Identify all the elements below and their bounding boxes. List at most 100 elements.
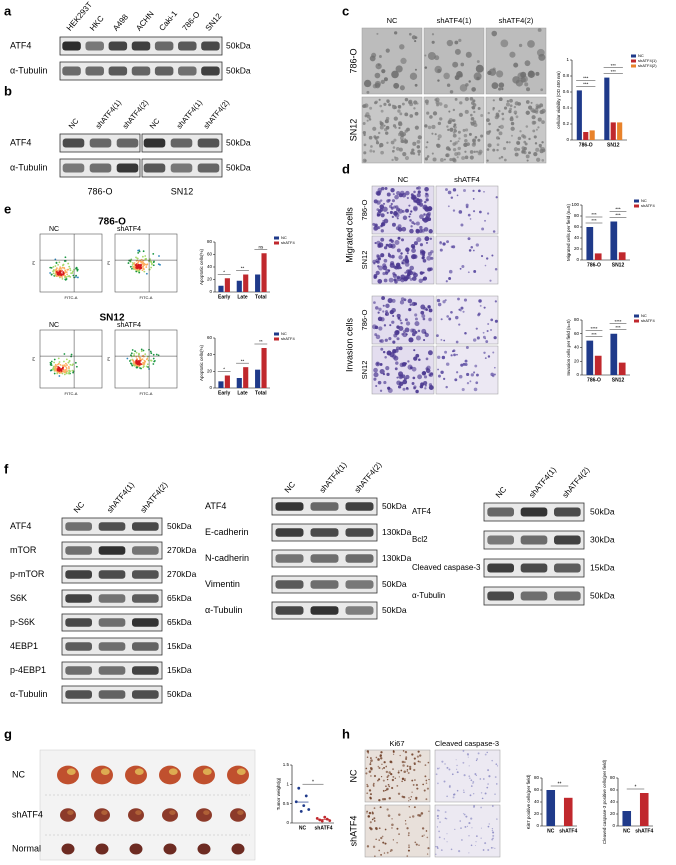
group-title: SN12 xyxy=(99,313,124,324)
texture xyxy=(370,759,373,762)
size-label: 65kDa xyxy=(167,617,192,627)
protein-label: p-S6K xyxy=(10,617,35,627)
x-tick-label: SN12 xyxy=(612,262,625,268)
texture xyxy=(399,266,402,270)
texture xyxy=(385,125,390,130)
texture xyxy=(142,267,145,270)
texture xyxy=(143,361,146,364)
panel-letter: d xyxy=(342,161,350,176)
texture xyxy=(463,813,466,816)
texture xyxy=(398,147,403,152)
texture xyxy=(49,361,52,364)
tumor xyxy=(60,808,76,822)
band xyxy=(65,642,92,651)
texture xyxy=(398,776,401,778)
texture xyxy=(449,140,452,143)
texture xyxy=(420,304,426,310)
texture xyxy=(488,775,491,778)
point xyxy=(320,819,324,823)
texture xyxy=(445,280,448,283)
texture xyxy=(145,272,148,275)
texture xyxy=(455,759,457,761)
texture xyxy=(423,789,426,792)
texture xyxy=(410,225,413,228)
y-tick-label: 80 xyxy=(534,775,540,780)
texture xyxy=(446,833,448,835)
texture xyxy=(468,249,472,252)
column-label: shATF4 xyxy=(117,226,141,233)
column-label: NC xyxy=(49,226,59,233)
texture xyxy=(532,120,537,125)
texture xyxy=(440,849,443,851)
texture xyxy=(460,223,464,227)
texture xyxy=(491,82,499,90)
texture xyxy=(425,241,429,244)
texture xyxy=(375,63,382,70)
texture xyxy=(432,157,437,162)
texture xyxy=(362,104,366,108)
texture xyxy=(68,275,70,277)
band xyxy=(310,606,339,615)
y-tick-label: 80 xyxy=(574,213,580,218)
texture xyxy=(406,768,409,771)
texture xyxy=(424,193,429,198)
texture xyxy=(377,758,380,761)
bar xyxy=(261,348,267,388)
y-axis-label: Tumor weight(g) xyxy=(276,777,281,810)
texture xyxy=(464,363,468,366)
texture xyxy=(367,815,371,818)
flow-plot xyxy=(39,329,103,389)
legend-swatch xyxy=(634,199,639,203)
texture xyxy=(486,159,489,162)
protein-label: E-cadherin xyxy=(205,527,249,537)
lane-label: shATF4(2) xyxy=(121,98,151,131)
texture xyxy=(152,261,155,264)
texture xyxy=(443,780,446,783)
texture xyxy=(425,198,429,202)
texture xyxy=(144,353,147,356)
texture xyxy=(424,764,427,767)
protein-label: ATF4 xyxy=(10,521,31,531)
texture xyxy=(439,117,443,121)
band xyxy=(65,570,92,579)
group-label: SN12 xyxy=(171,186,194,196)
texture xyxy=(484,219,487,222)
texture xyxy=(535,103,539,108)
bar xyxy=(224,278,230,292)
texture xyxy=(437,121,442,126)
texture xyxy=(423,339,426,342)
texture xyxy=(443,104,448,109)
texture xyxy=(388,797,391,800)
texture xyxy=(136,366,139,369)
texture xyxy=(131,364,134,367)
texture xyxy=(408,32,412,36)
texture xyxy=(474,364,478,368)
texture xyxy=(477,752,480,755)
texture xyxy=(399,381,404,387)
texture xyxy=(56,371,59,373)
texture xyxy=(424,99,429,104)
texture xyxy=(62,368,64,370)
texture xyxy=(392,750,395,753)
texture xyxy=(49,363,52,366)
texture xyxy=(464,139,468,143)
texture xyxy=(135,364,138,366)
texture xyxy=(475,774,477,776)
protein-label: mTOR xyxy=(10,545,37,555)
texture xyxy=(474,844,477,847)
texture xyxy=(401,226,407,232)
texture xyxy=(437,79,440,82)
texture xyxy=(396,276,402,282)
legend-swatch xyxy=(634,204,639,208)
texture xyxy=(416,787,419,790)
tumor xyxy=(128,808,144,822)
texture xyxy=(370,145,373,148)
texture xyxy=(426,255,432,261)
texture xyxy=(133,267,136,270)
band xyxy=(178,41,197,51)
texture xyxy=(382,202,386,205)
texture xyxy=(436,143,441,148)
texture xyxy=(406,252,409,255)
texture xyxy=(472,782,474,785)
texture xyxy=(463,133,468,138)
